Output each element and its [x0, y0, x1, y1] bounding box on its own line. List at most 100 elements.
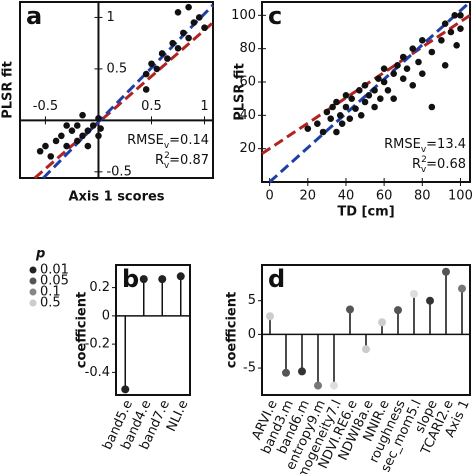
- point: [201, 24, 208, 32]
- legend-label: 0.01: [40, 263, 69, 278]
- legend-dot: [29, 288, 37, 296]
- point: [365, 92, 373, 99]
- point: [304, 125, 312, 132]
- annotation-part: =0.87: [169, 153, 209, 168]
- point: [174, 8, 182, 16]
- frame: [19, 1, 214, 179]
- dot: [282, 368, 290, 377]
- y-axis-label: PLSR fit: [233, 63, 248, 121]
- point: [380, 65, 388, 72]
- x-axis-label: TD [cm]: [337, 205, 394, 220]
- x-tick-label: 80: [414, 189, 431, 204]
- point: [384, 87, 392, 94]
- point: [79, 111, 86, 119]
- x-axis-label: Axis 1 scores: [68, 190, 164, 205]
- point: [319, 128, 327, 136]
- point: [441, 20, 449, 27]
- point: [451, 12, 459, 19]
- point: [394, 62, 401, 69]
- panel-letter: d: [268, 265, 285, 293]
- x-tick-label: 1: [200, 99, 208, 114]
- point: [390, 95, 397, 102]
- dot: [121, 385, 130, 394]
- point: [169, 39, 177, 47]
- point: [348, 95, 355, 102]
- annotation-part: v: [164, 141, 170, 151]
- annotation-part: v: [421, 165, 427, 175]
- point: [89, 122, 97, 129]
- point: [329, 103, 336, 111]
- dot: [362, 345, 370, 354]
- legend-dot: [29, 266, 37, 274]
- panel-letter: c: [268, 2, 282, 30]
- annotation: RMSEv=0.14: [127, 133, 209, 151]
- y-axis-label: coefficient: [75, 292, 90, 368]
- annotation-part: v: [164, 161, 170, 171]
- y-tick-label: 0: [102, 308, 110, 323]
- point: [375, 75, 382, 82]
- point: [185, 3, 192, 11]
- dot: [442, 267, 450, 276]
- point: [342, 103, 350, 111]
- point: [97, 125, 104, 132]
- dot: [458, 284, 466, 293]
- x-tick-label: 40: [338, 189, 355, 204]
- point: [361, 98, 369, 106]
- point: [403, 65, 411, 72]
- point: [333, 128, 340, 136]
- point: [153, 65, 161, 73]
- x-tick-label: -0.5: [33, 99, 58, 114]
- dot: [139, 275, 148, 284]
- point: [380, 78, 388, 86]
- point: [142, 70, 150, 78]
- y-tick-label: 0: [248, 327, 256, 342]
- point: [323, 108, 331, 116]
- y-tick-label: 20: [239, 141, 256, 156]
- point: [342, 92, 350, 99]
- annotation-part: R: [155, 153, 164, 168]
- point: [399, 53, 407, 61]
- legend-dot: [29, 277, 37, 285]
- point: [158, 50, 166, 57]
- point: [338, 120, 346, 127]
- point: [447, 28, 455, 36]
- annotation-part: =0.68: [426, 157, 466, 172]
- annotation-part: 2: [164, 151, 170, 161]
- point: [457, 12, 464, 19]
- y-axis-label: coefficient: [225, 292, 240, 368]
- frame: [261, 264, 471, 396]
- y-axis-label: PLSR fit: [1, 61, 16, 119]
- point: [371, 103, 378, 111]
- point: [142, 86, 150, 93]
- point: [52, 137, 60, 145]
- dot: [314, 381, 322, 390]
- annotation-part: v: [421, 145, 427, 155]
- x-tick-label: 0.5: [141, 99, 162, 114]
- point: [409, 82, 417, 89]
- point: [42, 142, 49, 150]
- annotation-part: 2: [421, 155, 427, 165]
- point: [357, 112, 365, 119]
- y-tick-label: 0.2: [89, 280, 110, 295]
- point: [428, 103, 436, 111]
- dot: [410, 289, 418, 298]
- y-tick-label: 100: [231, 8, 256, 23]
- panel-letter: b: [122, 265, 139, 293]
- point: [174, 45, 182, 52]
- dot: [378, 318, 386, 327]
- dot: [158, 275, 167, 284]
- point: [333, 98, 340, 106]
- legend-label: 0.05: [40, 274, 69, 289]
- y-tick-label: 1: [106, 10, 114, 25]
- y-tick-label: -0.5: [106, 164, 131, 179]
- x-tick-label: 20: [300, 189, 317, 204]
- point: [79, 132, 86, 140]
- point: [415, 58, 422, 66]
- point: [84, 127, 92, 134]
- point: [356, 87, 363, 94]
- annotation-part: RMSE: [127, 133, 164, 148]
- point: [84, 142, 92, 150]
- dot: [266, 312, 274, 321]
- point: [95, 115, 102, 122]
- legend-title: p: [35, 247, 45, 262]
